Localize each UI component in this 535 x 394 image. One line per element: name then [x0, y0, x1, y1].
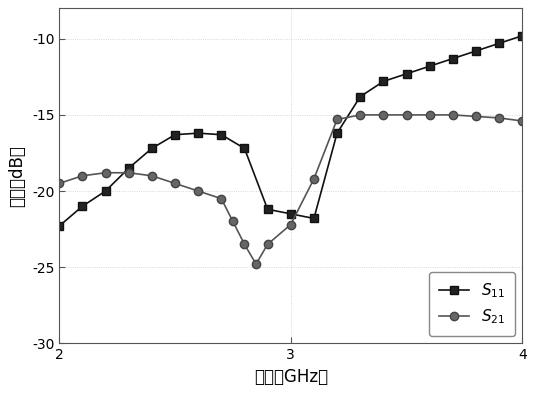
$S_{21}$: [403, 113, 410, 117]
$S_{21}$: [218, 196, 225, 201]
$S_{11}$: [449, 56, 456, 61]
$S_{21}$: [241, 242, 248, 247]
$S_{21}$: [311, 177, 317, 181]
$S_{11}$: [519, 33, 525, 38]
$S_{21}$: [56, 181, 63, 186]
$S_{21}$: [287, 222, 294, 227]
$S_{11}$: [403, 71, 410, 76]
X-axis label: 频率（GHz）: 频率（GHz）: [254, 368, 328, 386]
$S_{21}$: [449, 113, 456, 117]
$S_{21}$: [172, 181, 178, 186]
$S_{11}$: [380, 79, 387, 84]
$S_{11}$: [172, 132, 178, 137]
$S_{21}$: [102, 170, 109, 175]
$S_{21}$: [519, 119, 525, 123]
$S_{11}$: [473, 48, 479, 53]
$S_{21}$: [426, 113, 433, 117]
$S_{21}$: [380, 113, 387, 117]
Line: $S_{11}$: $S_{11}$: [55, 32, 526, 230]
$S_{11}$: [357, 94, 363, 99]
$S_{21}$: [357, 113, 363, 117]
$S_{11}$: [126, 166, 132, 171]
$S_{21}$: [195, 189, 201, 193]
$S_{11}$: [195, 131, 201, 136]
$S_{11}$: [218, 132, 225, 137]
$S_{11}$: [56, 224, 63, 229]
$S_{21}$: [473, 114, 479, 119]
$S_{21}$: [126, 170, 132, 175]
$S_{11}$: [149, 146, 155, 151]
$S_{21}$: [334, 117, 340, 122]
$S_{21}$: [149, 173, 155, 178]
$S_{21}$: [496, 115, 502, 120]
$S_{21}$: [253, 262, 259, 266]
$S_{11}$: [496, 41, 502, 46]
Y-axis label: 幅度（dB）: 幅度（dB）: [9, 145, 26, 207]
$S_{11}$: [334, 131, 340, 136]
Legend: $S_{11}$, $S_{21}$: $S_{11}$, $S_{21}$: [430, 272, 515, 336]
$S_{11}$: [311, 216, 317, 221]
$S_{11}$: [241, 146, 248, 151]
$S_{11}$: [426, 64, 433, 69]
$S_{11}$: [264, 207, 271, 212]
Line: $S_{21}$: $S_{21}$: [55, 111, 526, 268]
$S_{21}$: [79, 173, 86, 178]
$S_{11}$: [287, 212, 294, 216]
$S_{11}$: [79, 204, 86, 208]
$S_{21}$: [230, 219, 236, 224]
$S_{21}$: [264, 242, 271, 247]
$S_{11}$: [102, 189, 109, 193]
